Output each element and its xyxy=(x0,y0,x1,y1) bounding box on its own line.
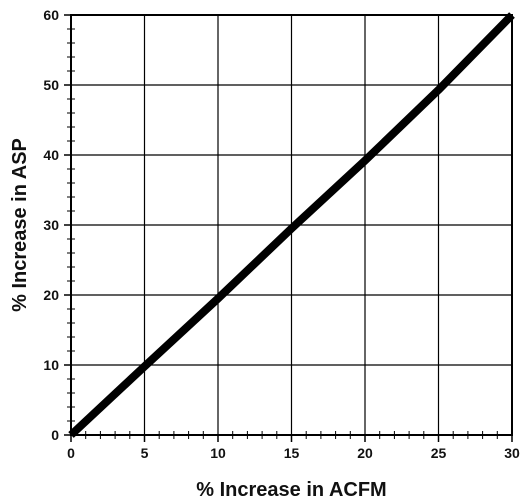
series xyxy=(68,12,515,438)
y-tick-label: 10 xyxy=(43,357,59,373)
y-tick-label: 50 xyxy=(43,77,59,93)
x-tick-label: 30 xyxy=(504,445,520,461)
x-tick-label: 5 xyxy=(141,445,149,461)
x-axis-title: % Increase in ACFM xyxy=(196,479,386,501)
y-tick-label: 20 xyxy=(43,287,59,303)
plot-frame xyxy=(70,14,513,436)
x-tick-label: 10 xyxy=(210,445,226,461)
y-tick-labels: 0 10 20 30 40 50 60 xyxy=(43,7,59,443)
x-tick-labels: 0 5 10 15 20 25 30 xyxy=(67,445,520,461)
y-tick-label: 60 xyxy=(43,7,59,23)
x-tick-label: 15 xyxy=(284,445,300,461)
x-tick-label: 20 xyxy=(357,445,373,461)
y-tick-label: 30 xyxy=(43,217,59,233)
y-tick-label: 0 xyxy=(51,427,59,443)
y-axis-title: % Increase in ASP xyxy=(9,138,31,312)
series-line xyxy=(68,12,515,438)
x-tick-label: 25 xyxy=(431,445,447,461)
y-tick-label: 40 xyxy=(43,147,59,163)
x-tick-label: 0 xyxy=(67,445,75,461)
